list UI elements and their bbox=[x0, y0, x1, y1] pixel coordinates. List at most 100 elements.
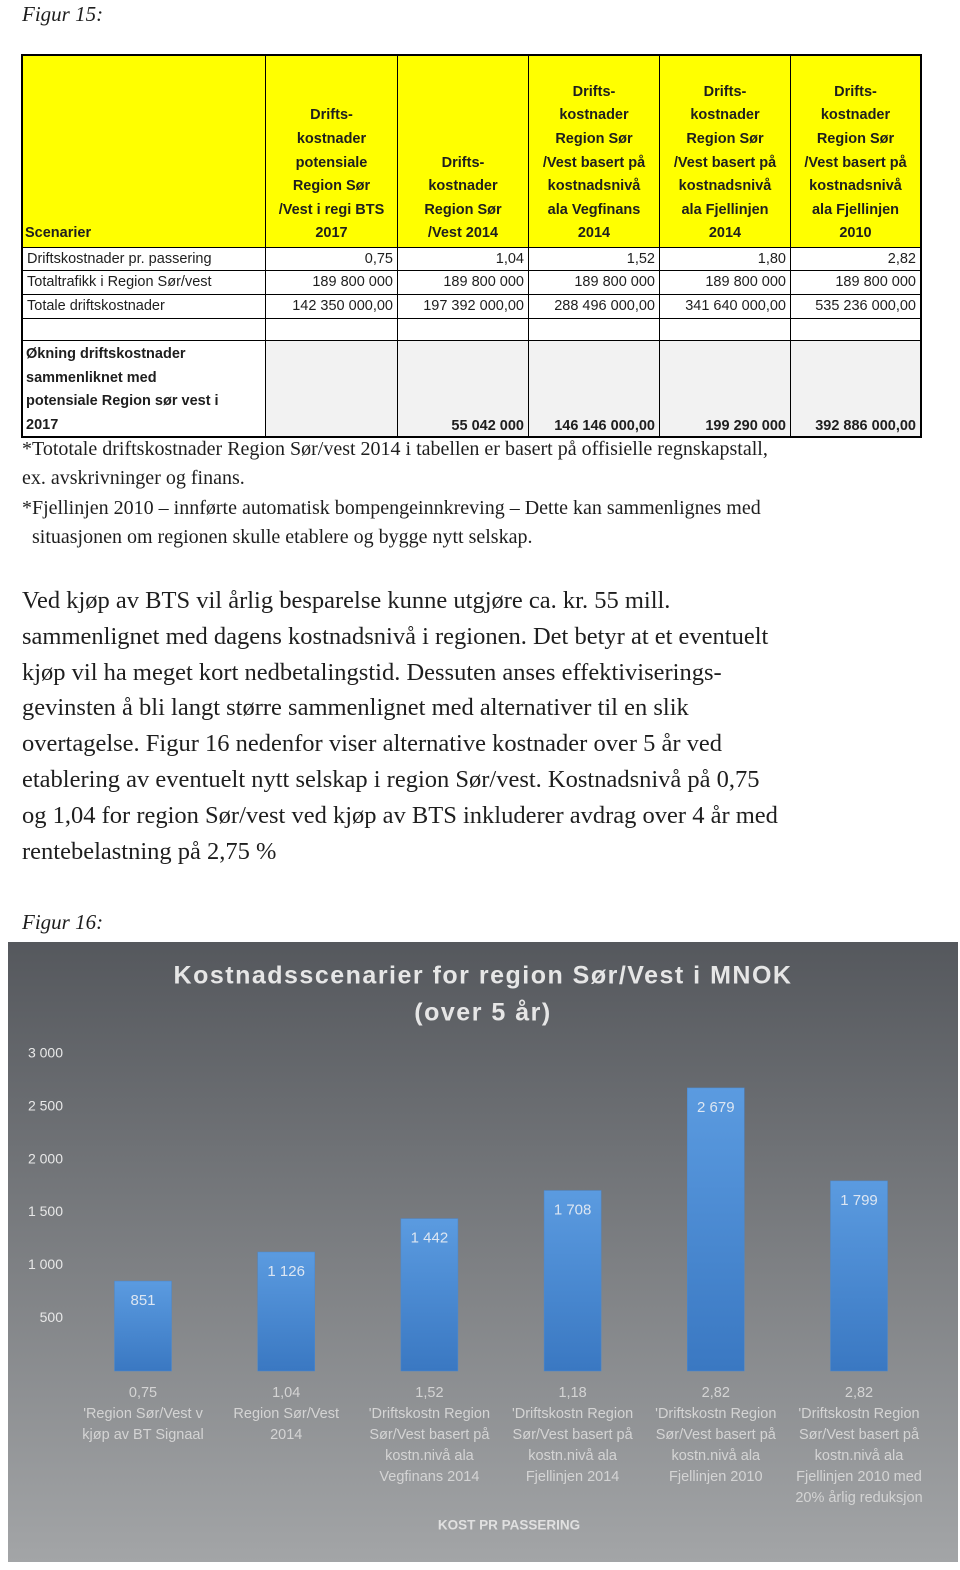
x-tick-label: kjøp av BT Signaal bbox=[82, 1427, 203, 1443]
header-line: kostnader bbox=[428, 178, 498, 195]
x-tick-label: Sør/Vest basert på bbox=[513, 1427, 634, 1443]
header-line: /Vest i regi BTS bbox=[278, 201, 385, 218]
y-tick-label: 3 000 bbox=[28, 1045, 63, 1061]
header-line: Drifts- bbox=[572, 83, 616, 100]
y-tick-label: 500 bbox=[40, 1309, 64, 1325]
value-label: 1 442 bbox=[411, 1230, 449, 1247]
x-tick-label: kostn.nivå ala bbox=[528, 1448, 618, 1464]
table-cell: 392 886 000,00 bbox=[790, 340, 921, 437]
chart-title: (over 5 år) bbox=[414, 999, 551, 1027]
x-tick-label: Vegfinans 2014 bbox=[379, 1469, 479, 1485]
bar bbox=[830, 1180, 888, 1372]
x-tick-label: kostn.nivå ala bbox=[815, 1448, 905, 1464]
x-tick-label: 20% årlig reduksjon bbox=[795, 1490, 922, 1506]
header-line: Region Sør bbox=[424, 201, 502, 218]
x-tick-label: 2014 bbox=[270, 1427, 302, 1443]
chart-title: Kostnadsscenarier for region Sør/Vest i … bbox=[174, 962, 793, 990]
header-line: kostnader bbox=[559, 107, 629, 124]
header-line: kostnader bbox=[820, 107, 891, 124]
value-label: 2 679 bbox=[697, 1099, 735, 1116]
header-line: potensiale bbox=[295, 154, 368, 171]
x-tick-label: 1,18 bbox=[558, 1385, 586, 1401]
header-line: Drifts- bbox=[834, 83, 877, 100]
value-label: 1 708 bbox=[554, 1201, 592, 1218]
x-tick-label: Sør/Vest basert på bbox=[656, 1427, 777, 1443]
header-line: /Vest basert på bbox=[542, 154, 646, 171]
bar bbox=[257, 1251, 315, 1372]
value-label: 1 799 bbox=[840, 1192, 878, 1209]
header-line: Region Sør bbox=[816, 131, 895, 148]
note-line: situasjonen om regionen skulle etablere … bbox=[32, 526, 533, 548]
row-label-line: Økning driftskostnader bbox=[26, 346, 186, 362]
header-line: /Vest basert på bbox=[673, 154, 777, 171]
row-label-line: potensiale Region sør vest i bbox=[26, 393, 219, 410]
table-cell: Økning driftskostnader sammenliknet med po… bbox=[22, 340, 266, 437]
x-tick-label: 'Driftskostn Region bbox=[655, 1406, 776, 1422]
header-line: 2014 bbox=[577, 225, 611, 242]
header-line: Drifts- bbox=[703, 83, 747, 100]
header-line: kostnader bbox=[690, 107, 760, 124]
x-tick-label: Fjellinjen 2010 med bbox=[796, 1469, 922, 1485]
paragraph-line: og 1,04 for region Sør/vest ved kjøp av … bbox=[22, 801, 778, 829]
x-tick-label: 'Driftskostn Region bbox=[512, 1406, 633, 1422]
header-cell: Drifts-kostnader Region Sør/Vest basert p… bbox=[790, 55, 921, 248]
figure-label: Figur 15: bbox=[22, 2, 104, 26]
header-line: kostnadsnivå bbox=[809, 178, 902, 195]
paragraph-line: rentebelastning på 2,75 % bbox=[22, 837, 277, 865]
header-line: 2017 bbox=[315, 225, 348, 242]
bar bbox=[400, 1218, 459, 1372]
bar bbox=[687, 1087, 745, 1372]
paragraph-line: sammenlignet med dagens kostnadsnivå i r… bbox=[22, 622, 769, 650]
bar bbox=[114, 1280, 172, 1372]
header-line: Region Sør bbox=[292, 178, 371, 195]
header-cell: Drifts-kostnader Region Sør/Vest basert p… bbox=[528, 55, 660, 248]
y-tick-label: 2 500 bbox=[28, 1098, 63, 1114]
paragraph-line: gevinsten å bli langt større sammenligne… bbox=[22, 694, 689, 722]
x-tick-label: Region Sør/Vest bbox=[233, 1406, 339, 1422]
header-line: kostnader bbox=[296, 131, 367, 148]
x-tick-label: 2,82 bbox=[702, 1385, 730, 1401]
paragraph-line: etablering av eventuelt nytt selskap i r… bbox=[22, 766, 760, 793]
row-label-line: sammenliknet med bbox=[26, 369, 157, 386]
header-line: Region Sør bbox=[555, 131, 633, 148]
x-axis-title: KOST PR PASSERING bbox=[438, 1518, 580, 1533]
note-line: *Tototale driftskostnader Region Sør/ves… bbox=[22, 438, 768, 460]
x-tick-label: 1,52 bbox=[415, 1385, 443, 1401]
x-tick-label: kostn.nivå ala bbox=[385, 1448, 475, 1464]
chart-background bbox=[8, 942, 958, 1562]
x-tick-label: Fjellinjen 2014 bbox=[526, 1469, 620, 1485]
table-cell: 199 290 000 bbox=[659, 340, 791, 437]
note-line: ex. avskrivninger og finans. bbox=[22, 467, 245, 489]
note-line: *Fjellinjen 2010 – innførte automatisk b… bbox=[22, 497, 761, 519]
header-line: kostnadsnivå bbox=[678, 178, 772, 195]
value-label: 1 126 bbox=[267, 1263, 305, 1280]
bar bbox=[543, 1190, 602, 1372]
header-line: /Vest 2014 bbox=[427, 225, 499, 242]
table-border bbox=[21, 54, 922, 438]
x-tick-label: Fjellinjen 2010 bbox=[669, 1469, 763, 1485]
header-line: Scenarier bbox=[25, 225, 92, 242]
value-label: 851 bbox=[130, 1292, 155, 1309]
paragraph-line: overtagelse. Figur 16 nedenfor viser alt… bbox=[22, 730, 723, 758]
x-tick-label: 1,04 bbox=[272, 1385, 300, 1401]
header-line: Drifts- bbox=[441, 154, 485, 171]
row-label-line: 2017 bbox=[26, 416, 59, 433]
paragraph-line: kjøp vil ha meget kort nedbetalingstid. … bbox=[22, 658, 722, 686]
header-line: ala Fjellinjen bbox=[681, 201, 769, 218]
table-cell: 146 146 000,00 bbox=[528, 340, 660, 437]
header-line: kostnadsnivå bbox=[547, 178, 641, 195]
header-line: Region Sør bbox=[686, 131, 764, 148]
x-tick-label: kostn.nivå ala bbox=[671, 1448, 761, 1464]
header-line: Drifts- bbox=[310, 107, 353, 124]
figure-label: Figur 16: bbox=[22, 910, 104, 934]
x-tick-label: 'Driftskostn Region bbox=[369, 1406, 490, 1422]
empty-cell bbox=[265, 340, 398, 437]
header-line: 2010 bbox=[839, 225, 872, 242]
chart: Kostnadsscenarier for region Sør/Vest i … bbox=[8, 942, 958, 1562]
paragraph-line: Ved kjøp av BTS vil årlig besparelse kun… bbox=[22, 587, 671, 614]
header-line: ala Vegfinans bbox=[547, 201, 641, 218]
header-cell: Drifts-kostnader potensiale Region Sør/Ves… bbox=[265, 55, 398, 248]
y-tick-label: 1 000 bbox=[28, 1256, 63, 1272]
y-tick-label: 2 000 bbox=[28, 1150, 63, 1166]
